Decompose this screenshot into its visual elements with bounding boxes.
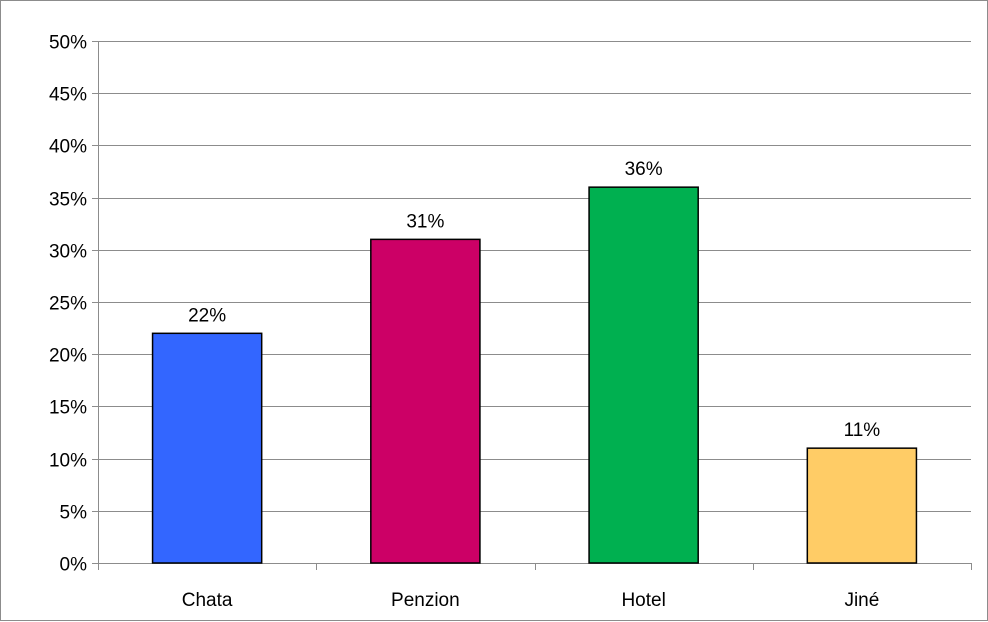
y-tick-label: 0% xyxy=(60,555,88,576)
y-tick-label: 20% xyxy=(49,346,87,367)
y-tick-label: 50% xyxy=(49,33,87,54)
x-axis-category-labels: Chata Penzion Hotel Jiné xyxy=(182,590,880,611)
y-tick-label: 5% xyxy=(60,503,88,524)
y-tick-label: 35% xyxy=(49,190,87,211)
data-label: 31% xyxy=(406,211,444,232)
y-tick-label: 10% xyxy=(49,451,87,472)
data-label: 22% xyxy=(188,305,226,326)
x-category-label: Jiné xyxy=(844,590,879,611)
bar-jin- xyxy=(806,447,918,564)
y-axis-tick-labels: 0% 5% 10% 15% 20% 25% 30% 35% 40% 45% 50% xyxy=(49,33,87,576)
x-category-label: Penzion xyxy=(391,590,460,611)
y-tick-label: 25% xyxy=(49,294,87,315)
bar-chata xyxy=(151,332,263,564)
x-category-label: Hotel xyxy=(621,590,665,611)
bar-penzion xyxy=(370,238,481,564)
data-label: 36% xyxy=(625,159,663,180)
y-tick-label: 30% xyxy=(49,242,87,263)
x-category-label: Chata xyxy=(182,590,233,611)
y-tick-label: 40% xyxy=(49,137,87,158)
bars xyxy=(151,186,918,564)
y-tick-label: 15% xyxy=(49,398,87,419)
bar-hotel xyxy=(588,186,699,564)
y-tick-label: 45% xyxy=(49,85,87,106)
data-label: 11% xyxy=(844,420,881,441)
data-labels: 22% 31% 36% 11% xyxy=(188,159,880,441)
